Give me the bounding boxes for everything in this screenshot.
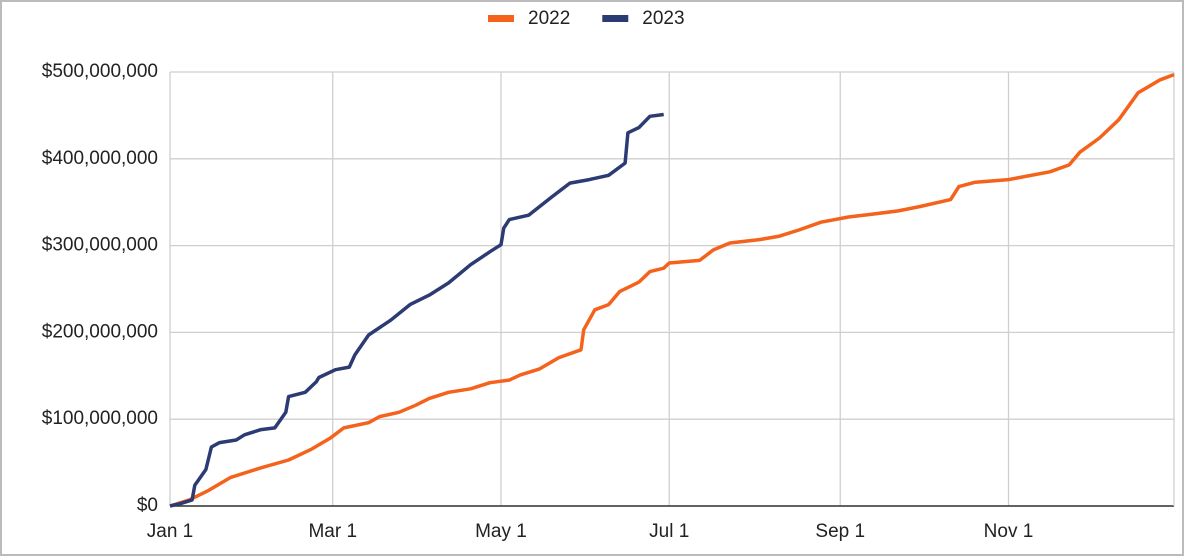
y-tick-label: $0	[137, 495, 158, 516]
y-tick-label: $100,000,000	[42, 408, 158, 429]
x-tick-label: Jan 1	[147, 521, 193, 542]
legend-label: 2022	[528, 8, 570, 29]
series-line	[169, 112, 664, 508]
x-tick-label: Mar 1	[308, 521, 357, 542]
y-tick-label: $500,000,000	[42, 61, 158, 82]
y-tick-label: $400,000,000	[42, 148, 158, 169]
series-line	[169, 72, 1175, 508]
legend-swatch	[488, 15, 514, 22]
legend-label: 2023	[642, 8, 684, 29]
x-tick-label: Sep 1	[815, 521, 865, 542]
y-tick-label: $300,000,000	[42, 235, 158, 256]
x-tick-label: Nov 1	[984, 521, 1034, 542]
x-tick-label: May 1	[475, 521, 527, 542]
x-tick-label: Jul 1	[649, 521, 689, 542]
y-tick-label: $200,000,000	[42, 321, 158, 342]
legend-swatch	[602, 15, 629, 22]
